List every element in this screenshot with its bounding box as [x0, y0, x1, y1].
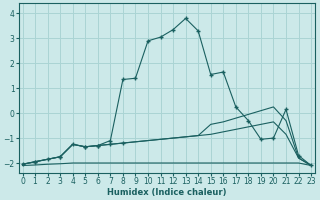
X-axis label: Humidex (Indice chaleur): Humidex (Indice chaleur) [107, 188, 227, 197]
